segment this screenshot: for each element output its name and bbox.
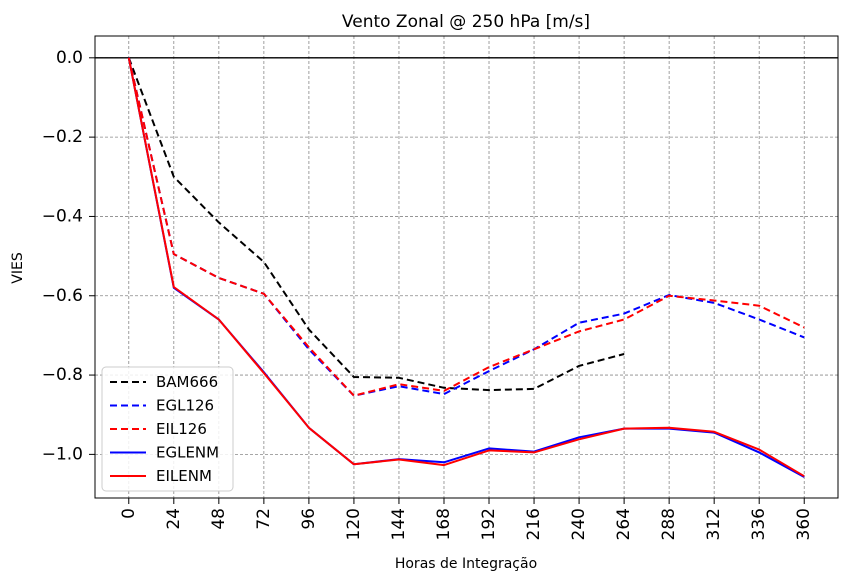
y-axis-label: VIES [10,252,26,284]
x-tick-label: 288 [659,508,679,540]
legend-label-bam666: BAM666 [156,373,218,391]
x-tick-label: 120 [344,508,364,540]
x-tick-label: 72 [254,508,274,530]
y-tick-label: −0.2 [42,127,83,147]
y-tick-label: −1.0 [42,444,83,464]
x-tick-label: 360 [794,508,814,540]
y-tick-label: 0.0 [56,48,83,68]
legend-label-egl126: EGL126 [156,397,214,415]
chart-title: Vento Zonal @ 250 hPa [m/s] [342,12,590,32]
y-axis-ticks: 0.0 −0.2 −0.4 −0.6 −0.8 −1.0 [42,48,95,464]
y-tick-label: −0.4 [42,206,83,226]
series-lines [127,57,805,478]
legend-box [101,366,234,492]
x-tick-label: 168 [434,508,454,540]
x-tick-label: 192 [479,508,499,540]
y-tick-label: −0.6 [42,286,83,306]
series-line-bam666 [127,57,625,392]
x-tick-label: 336 [749,508,769,540]
x-tick-label: 144 [389,508,409,540]
y-tick-label: −0.8 [42,365,83,385]
x-tick-label: 48 [209,508,229,530]
x-tick-label: 96 [299,508,319,530]
plot-frame [94,35,839,499]
legend-label-eglenm: EGLENM [156,444,219,462]
x-tick-label: 240 [569,508,589,540]
x-axis-ticks: 0 24 48 72 96 120 144 168 192 216 240 264 288 312 336 3… [119,498,814,540]
x-axis-label: Horas de Integração [395,556,537,572]
legend: BAM666 EGL126 EIL126 EGLENM EILENM [101,366,234,492]
x-tick-label: 216 [524,508,544,540]
legend-label-eil126: EIL126 [156,420,207,438]
series-line-eil126 [127,57,805,397]
x-tick-label: 0 [119,508,139,519]
x-tick-label: 312 [704,508,724,540]
x-tick-label: 264 [614,508,634,540]
legend-label-eilenm: EILENM [156,467,212,485]
series-line-eilenm [127,57,805,478]
x-tick-label: 24 [164,508,184,530]
